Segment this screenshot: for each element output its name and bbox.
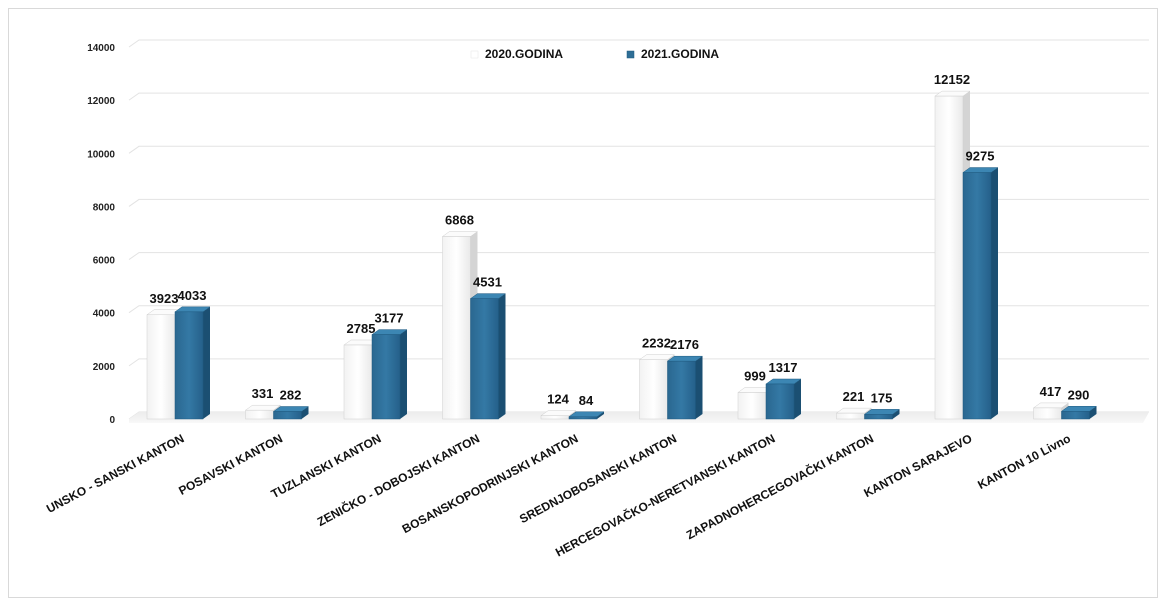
legend-entry: 2020.GODINA [470,47,563,61]
data-label: 4531 [473,275,502,290]
bars [146,90,1098,420]
data-label: 2176 [670,337,699,352]
gridline [128,198,1149,207]
bar-front [245,409,274,420]
y-tick-label: 6000 [93,256,116,267]
x-tick-label: KANTON SARAJEVO [861,431,974,500]
gridline [128,305,1149,314]
bar-2021 [1060,406,1098,420]
y-tick-label: 8000 [93,202,116,213]
gridline [128,92,1149,101]
bar-side [695,356,703,419]
data-label: 6868 [445,213,474,228]
legend-entry: 2021.GODINA [626,47,719,61]
bar-front [1033,407,1062,420]
data-label: 1317 [769,360,798,375]
data-label: 12152 [934,72,970,87]
y-axis: 0 2000 4000 6000 8000 10000 12000 14000 [87,43,115,426]
y-tick-label: 10000 [87,149,115,160]
legend-label: 2021.GODINA [641,47,719,61]
data-label: 999 [744,368,766,383]
data-label: 84 [579,393,594,408]
bar-2020 [737,387,774,420]
legend-label: 2020.GODINA [485,47,563,61]
bar-2021 [765,378,802,420]
data-label: 331 [252,386,274,401]
bar-front [667,360,696,420]
data-label: 290 [1068,387,1090,402]
bar-front [540,415,570,420]
bar-front [1061,411,1090,420]
y-tick-label: 14000 [87,43,115,54]
data-label: 9275 [966,149,995,164]
gridline [128,358,1149,367]
bar-chart: 0 2000 4000 6000 8000 10000 12000 14000 3923 403… [44,39,1149,559]
data-label: 417 [1040,384,1062,399]
bar-front [343,344,373,420]
bar-2021 [272,406,310,420]
bar-front [737,392,767,420]
gridline [128,39,1149,48]
bar-front [962,172,992,420]
bar-side [892,409,900,419]
data-label: 2232 [642,336,671,351]
bar-side [597,411,604,419]
bar-2021 [174,306,211,420]
data-label: 124 [547,392,569,407]
legend-swatch [470,50,479,59]
bar-2020 [441,231,479,420]
bar-2021 [469,293,507,420]
x-tick-label: UNSKO - SANSKI KANTON [44,431,186,516]
data-label: 4033 [178,288,207,303]
legend-swatch [626,50,635,59]
bar-2021 [568,411,605,420]
x-tick-label: KANTON 10 Livno [975,431,1073,492]
bar-2021 [371,329,408,420]
bar-front [934,95,964,420]
x-tick-label: SREDNJOBOSANSKI KANTON [517,431,679,526]
chart-frame: 0 2000 4000 6000 8000 10000 12000 14000 3923 403… [8,8,1158,598]
y-tick-label: 12000 [87,96,115,107]
bar-front [568,416,598,420]
bar-2021 [962,167,999,420]
x-tick-label: BOSANSKOPODRINJSKI KANTON [400,431,581,536]
bar-side [498,293,506,419]
bar-front [174,311,204,420]
bar-front [639,359,668,420]
y-tick-label: 0 [109,415,115,426]
gridlines [128,39,1149,420]
bar-front [371,334,401,420]
y-tick-label: 4000 [93,309,116,320]
data-label: 3177 [375,311,404,326]
data-label: 282 [280,388,302,403]
bar-2021 [666,355,704,420]
gridline [128,145,1149,154]
bar-side [301,406,309,419]
data-label: 3923 [150,291,179,306]
data-label: 175 [871,390,893,405]
x-tick-label: ZENIČKO - DOBOJSKI KANTON [314,430,482,529]
bar-front [470,298,499,420]
data-label: 2785 [347,321,376,336]
bar-front [442,236,471,420]
legend: 2020.GODINA 2021.GODINA [470,47,719,61]
x-tick-label: ZAPADNOHERCEGOVAČKI KANTON [683,430,875,542]
bar-front [146,314,176,420]
bar-front [836,412,865,420]
bar-front [273,411,302,420]
data-label: 221 [843,389,865,404]
bar-front [765,383,795,420]
bar-side [400,329,407,419]
gridline [128,252,1149,260]
y-tick-label: 2000 [93,362,116,373]
bar-2021 [863,409,901,420]
bar-side [203,306,210,419]
bar-side [794,379,801,419]
bar-side [991,167,998,419]
bar-front [864,414,893,420]
bar-side [1089,406,1097,419]
